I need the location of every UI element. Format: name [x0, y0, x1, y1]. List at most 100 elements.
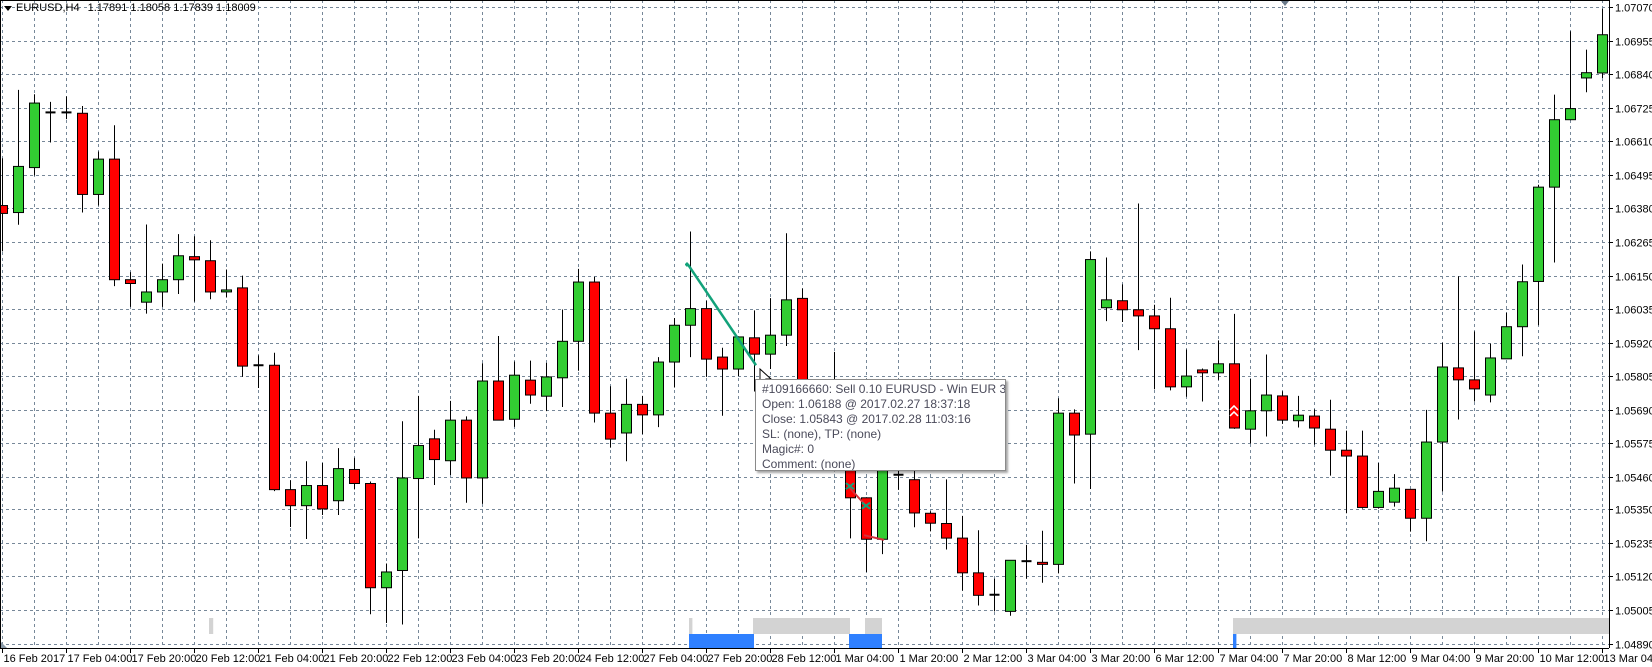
candle-body-bear [1229, 363, 1240, 429]
price-label: 1.06150 [1615, 272, 1652, 284]
corner-marker-icon [1, 642, 7, 648]
candle [573, 268, 584, 371]
candle [525, 360, 536, 404]
candle-body-bull [1373, 490, 1384, 508]
time-label: 2 Mar 12:00 [964, 653, 1023, 665]
candle [1357, 430, 1368, 509]
price-label: 1.05920 [1615, 339, 1652, 351]
time-label: 21 Feb 04:00 [260, 653, 325, 665]
candle-body-bear [317, 485, 328, 510]
candle-body-bear [973, 572, 984, 596]
candle [429, 429, 440, 485]
candle [1373, 463, 1384, 509]
candle-body-bear [1165, 328, 1176, 388]
trade-marker-icon [845, 482, 855, 490]
candle [1197, 368, 1208, 402]
candle [1309, 409, 1320, 445]
price-label: 1.06380 [1615, 204, 1652, 216]
dropdown-triangle-icon[interactable] [4, 5, 12, 11]
history-bar-closed-trade [1233, 634, 1237, 648]
price-axis[interactable]: 1.07070 1.06955 1.06840 1.06725 1.06610 1.064… [1609, 3, 1652, 652]
time-label: 17 Feb 20:00 [132, 653, 197, 665]
candle [1085, 251, 1096, 490]
candle-body-bear [1037, 561, 1048, 565]
tooltip-close: Close: 1.05843 @ 2017.02.28 11:03:16 [762, 412, 971, 426]
trade-lines [685, 262, 1239, 541]
candle-body-bull [477, 380, 488, 479]
time-label: 27 Feb 20:00 [708, 653, 773, 665]
candle [1565, 31, 1576, 121]
history-bar-closed-trade [849, 634, 882, 648]
candle-body-bull [1181, 375, 1192, 388]
price-label: 1.05120 [1615, 572, 1652, 584]
price-label: 1.04890 [1615, 640, 1652, 652]
candle-body-bull [509, 374, 520, 420]
candle-body-bull [29, 102, 40, 169]
time-label: 8 Mar 12:00 [1348, 653, 1407, 665]
candle [1117, 284, 1128, 323]
candle-body-bear [717, 356, 728, 370]
candle [1533, 184, 1544, 326]
candle [749, 310, 760, 392]
candle [861, 497, 872, 572]
candle [1453, 276, 1464, 420]
candle [301, 461, 312, 539]
price-label: 1.06840 [1615, 70, 1652, 82]
candle-body-bear [109, 158, 120, 281]
history-bar-balance [1233, 618, 1609, 634]
time-label: 21 Feb 20:00 [324, 653, 389, 665]
candle [269, 352, 280, 492]
candle [557, 309, 568, 408]
price-label: 1.06725 [1615, 104, 1652, 116]
time-label: 7 Mar 04:00 [1220, 653, 1279, 665]
candle [1341, 430, 1352, 514]
time-label: 16 Feb 2017 [4, 653, 66, 665]
time-label: 3 Mar 04:00 [1028, 653, 1087, 665]
candle [973, 530, 984, 606]
time-axis[interactable]: 16 Feb 2017 17 Feb 04:00 17 Feb 20:00 20 Fe… [2, 648, 1652, 665]
candle-body-bear [1133, 309, 1144, 317]
candle-body-bear [1453, 367, 1464, 381]
chart-shift-marker-icon[interactable] [1281, 1, 1289, 6]
candle [1149, 304, 1160, 390]
candle [1245, 378, 1256, 444]
candle [13, 89, 24, 225]
candle-body-bear [237, 287, 248, 367]
time-label: 6 Mar 12:00 [1156, 653, 1215, 665]
candle [205, 240, 216, 300]
candle [1133, 203, 1144, 351]
candle-body-bear [637, 403, 648, 416]
candle-body-bear [605, 412, 616, 440]
candle [733, 336, 744, 377]
candle-body-bull [621, 403, 632, 434]
time-label: 27 Feb 04:00 [644, 653, 709, 665]
trade-open-marker-icon [685, 262, 689, 267]
candle [413, 395, 424, 539]
chart-title: EURUSD,H4 1.17891 1.18058 1.17839 1.1800… [4, 2, 256, 14]
price-label: 1.06035 [1615, 305, 1652, 317]
candle-body-bull [301, 485, 312, 507]
tooltip-trade-summary: #109166660: Sell 0.10 EURUSD - Win EUR 3… [762, 382, 1006, 396]
time-label: 20 Feb 12:00 [196, 653, 261, 665]
candle-body-bull [1293, 414, 1304, 422]
candle-body-bull [157, 279, 168, 293]
candle-body-bull [173, 255, 184, 281]
candle-body-bull [413, 445, 424, 480]
price-label: 1.05460 [1615, 473, 1652, 485]
candle [637, 395, 648, 435]
candle-body-bear [189, 256, 200, 261]
candle-body-bull [141, 291, 152, 303]
trade-arrow-icon [1229, 404, 1239, 417]
price-label: 1.06495 [1615, 171, 1652, 183]
candle [989, 578, 1000, 612]
candle [461, 416, 472, 503]
candle [653, 357, 664, 428]
candle-body-bear [1069, 412, 1080, 436]
candle [189, 236, 200, 302]
candle-body-bull [397, 477, 408, 572]
candle-body-bear [1277, 395, 1288, 421]
candle-body-bear [925, 512, 936, 524]
candle [365, 481, 376, 615]
candle [317, 463, 328, 516]
